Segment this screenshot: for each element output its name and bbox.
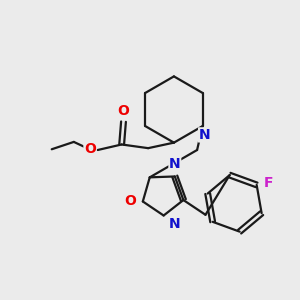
Text: O: O bbox=[118, 104, 129, 118]
Text: O: O bbox=[124, 194, 136, 208]
Text: F: F bbox=[263, 176, 273, 190]
Text: O: O bbox=[84, 142, 96, 156]
Text: N: N bbox=[199, 128, 210, 142]
Text: N: N bbox=[169, 217, 181, 231]
Text: N: N bbox=[169, 157, 181, 171]
